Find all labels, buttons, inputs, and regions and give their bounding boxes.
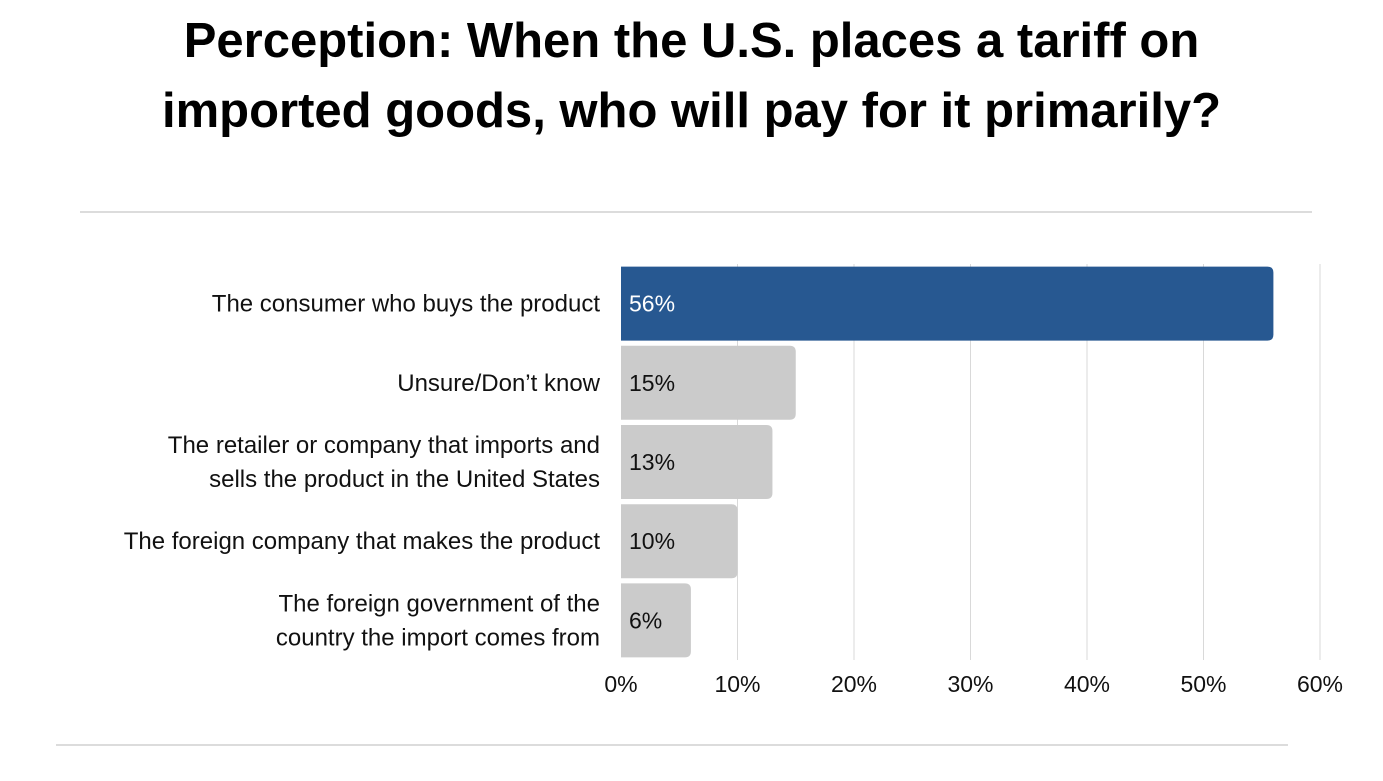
x-tick-label: 10% [714,671,760,697]
category-label: The consumer who buys the product [212,291,601,318]
category-label: sells the product in the United States [209,466,600,493]
top-divider [80,211,1312,213]
bar [621,266,1274,341]
bar [621,345,796,420]
category-label: The retailer or company that imports and [168,432,600,459]
bar-value-label: 6% [629,607,662,633]
chart-title: Perception: When the U.S. places a tarif… [0,6,1383,146]
category-label: Unsure/Don’t know [397,370,600,397]
category-label: The foreign company that makes the produ… [124,528,601,555]
category-label: country the import comes from [276,624,600,651]
bar [621,583,691,658]
x-tick-label: 30% [947,671,993,697]
bar-value-label: 13% [629,449,675,475]
bar [621,504,738,579]
category-label: The foreign government of the [278,590,600,617]
bar-value-label: 15% [629,370,675,396]
bar-value-label: 10% [629,528,675,554]
chart-title-line-2: imported goods, who will pay for it prim… [161,84,1222,138]
chart-title-line-1: Perception: When the U.S. places a tarif… [183,14,1200,68]
x-tick-label: 50% [1180,671,1226,697]
bar [621,425,773,499]
x-tick-label: 40% [1064,671,1110,697]
bar-value-label: 56% [629,291,675,317]
x-tick-label: 20% [831,671,877,697]
bottom-divider [56,744,1288,746]
x-tick-label: 0% [604,671,637,697]
x-tick-label: 60% [1297,671,1343,697]
